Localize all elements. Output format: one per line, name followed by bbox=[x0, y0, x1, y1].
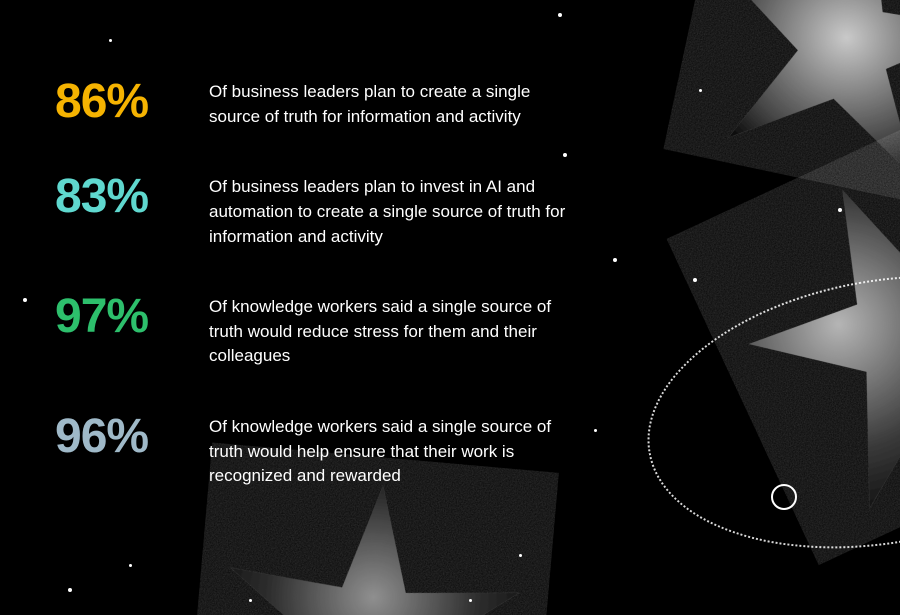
dot bbox=[249, 599, 252, 602]
stats-list: 86% Of business leaders plan to create a… bbox=[55, 78, 585, 489]
stat-row: 97% Of knowledge workers said a single s… bbox=[55, 293, 585, 369]
dot bbox=[613, 258, 617, 262]
stat-row: 86% Of business leaders plan to create a… bbox=[55, 78, 585, 129]
stat-row: 96% Of knowledge workers said a single s… bbox=[55, 413, 585, 489]
stat-row: 83% Of business leaders plan to invest i… bbox=[55, 173, 585, 249]
dot bbox=[469, 599, 472, 602]
dot bbox=[519, 554, 522, 557]
dot bbox=[129, 564, 132, 567]
dot bbox=[838, 208, 842, 212]
dot bbox=[693, 278, 697, 282]
stat-description: Of knowledge workers said a single sourc… bbox=[209, 295, 569, 369]
stat-description: Of knowledge workers said a single sourc… bbox=[209, 415, 569, 489]
dot bbox=[594, 429, 597, 432]
dot bbox=[109, 39, 112, 42]
infographic-canvas: 86% Of business leaders plan to create a… bbox=[0, 0, 900, 615]
stat-percentage: 86% bbox=[55, 78, 185, 126]
dotted-ellipse bbox=[626, 241, 900, 583]
dot bbox=[68, 588, 72, 592]
stat-percentage: 83% bbox=[55, 173, 185, 221]
stat-description: Of business leaders plan to create a sin… bbox=[209, 80, 569, 129]
dot bbox=[558, 13, 562, 17]
dot bbox=[23, 298, 27, 302]
star-shape-icon bbox=[694, 0, 900, 185]
ring-icon bbox=[771, 484, 797, 510]
stat-percentage: 96% bbox=[55, 413, 185, 461]
stat-description: Of business leaders plan to invest in AI… bbox=[209, 175, 569, 249]
stat-percentage: 97% bbox=[55, 293, 185, 341]
dot bbox=[699, 89, 702, 92]
star-shape-icon bbox=[214, 473, 527, 615]
